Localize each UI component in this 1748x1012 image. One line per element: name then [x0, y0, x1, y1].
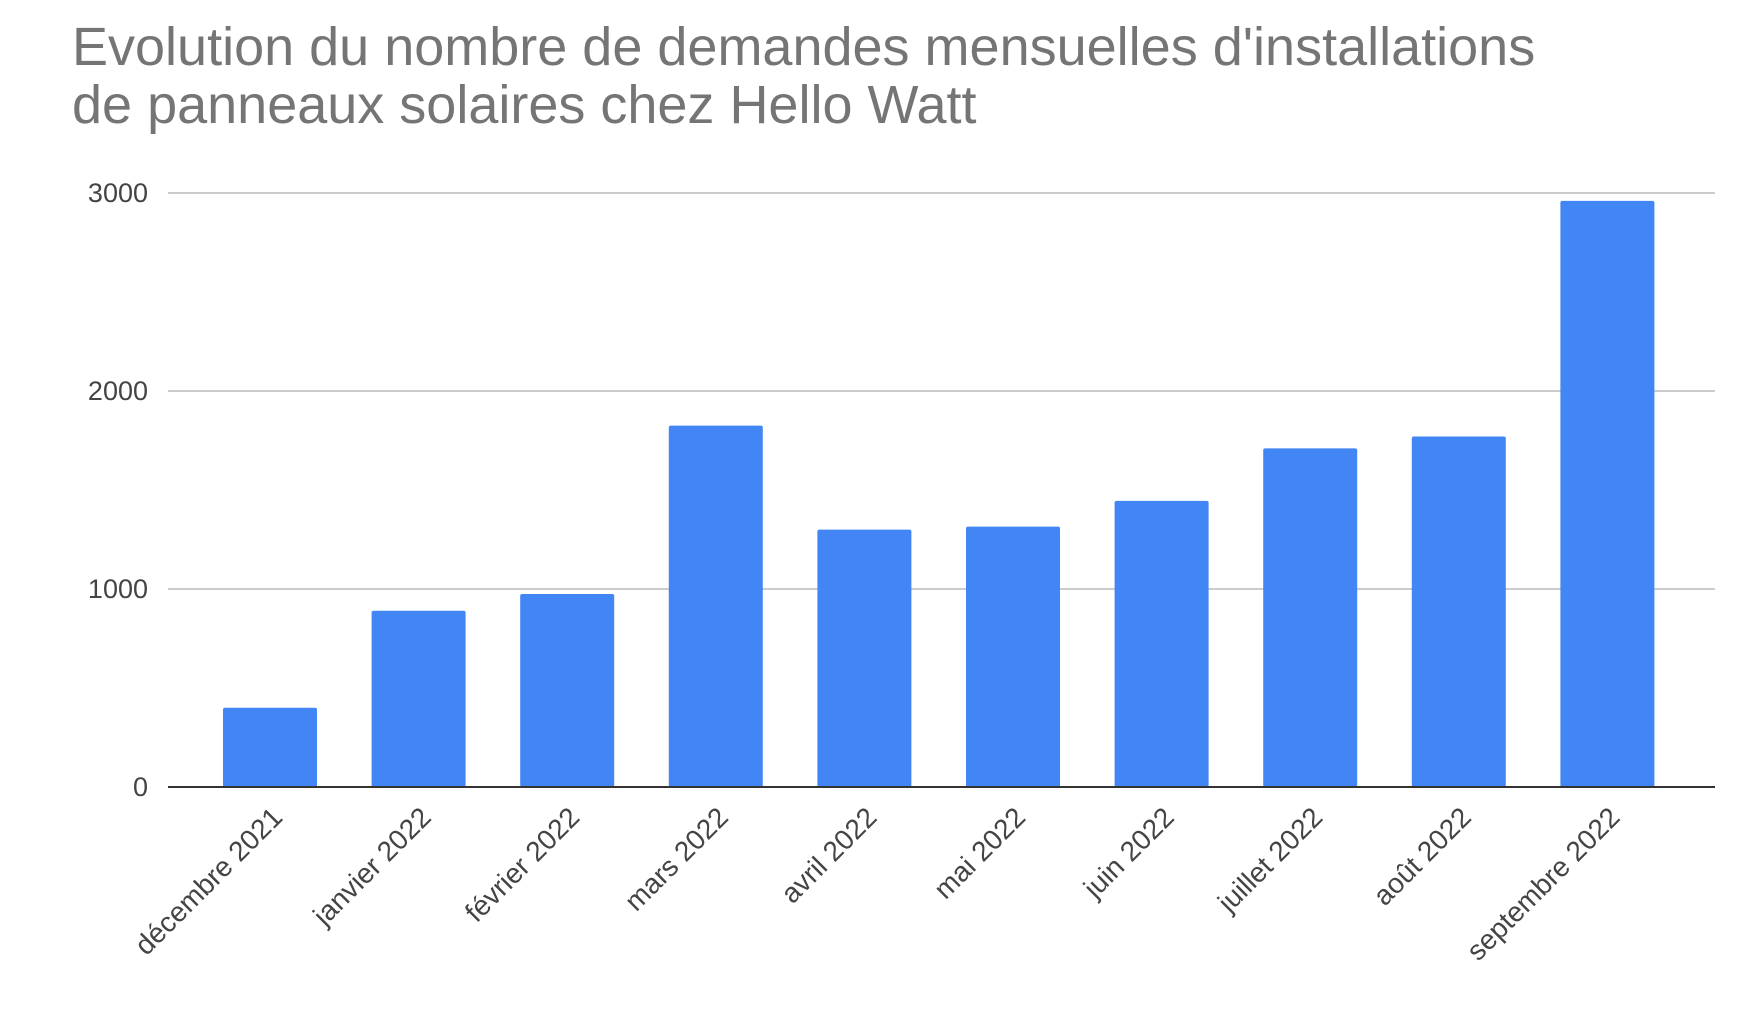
bar-5 — [817, 529, 912, 787]
bar-10 — [1560, 200, 1655, 788]
y-tick-label: 1000 — [88, 574, 148, 604]
x-tick-label: janvier 2022 — [306, 801, 437, 932]
bar-3 — [520, 593, 615, 787]
x-tick-label: mai 2022 — [928, 801, 1031, 904]
x-tick-label: février 2022 — [459, 801, 585, 927]
x-tick-label: mars 2022 — [619, 801, 734, 916]
bar-2 — [371, 610, 466, 787]
bar-8 — [1263, 448, 1358, 787]
y-tick-label: 0 — [133, 772, 148, 802]
x-tick-label: août 2022 — [1367, 801, 1477, 911]
x-tick-label: avril 2022 — [775, 801, 883, 909]
x-axis-category-labels: décembre 2021 janvier 2022 février 2022 mar… — [129, 801, 1626, 966]
y-axis-tick-labels: 0 1000 2000 3000 — [88, 178, 148, 802]
x-tick-label: juillet 2022 — [1211, 801, 1328, 918]
y-tick-label: 2000 — [88, 376, 148, 406]
bar-6 — [966, 526, 1060, 787]
y-tick-label: 3000 — [88, 178, 148, 208]
chart-title: Evolution du nombre de demandes mensuell… — [72, 17, 1536, 135]
bar-7 — [1114, 500, 1209, 787]
x-tick-label: septembre 2022 — [1461, 801, 1626, 966]
x-tick-label: décembre 2021 — [129, 801, 289, 961]
bar-4 — [668, 425, 763, 787]
x-tick-label: juin 2022 — [1077, 801, 1180, 904]
bar-9 — [1411, 436, 1506, 787]
bar-1 — [223, 707, 317, 787]
bar-series — [223, 200, 1655, 788]
